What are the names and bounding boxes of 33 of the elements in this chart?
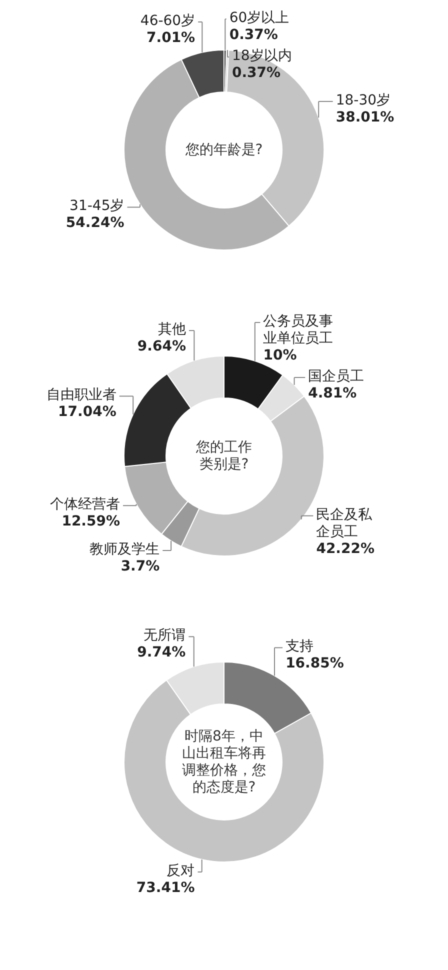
slice-label: 18-30岁 — [336, 92, 391, 108]
slice-label: 反对 — [166, 862, 195, 879]
data-label: 4.81% — [308, 385, 357, 402]
slice-label: 自由职业者 — [46, 387, 116, 404]
slice-label: 无所谓 — [144, 628, 186, 644]
text: 您的年龄是? — [184, 142, 263, 158]
data-label: 9.74% — [137, 644, 186, 661]
slice-label: 46-60岁 — [140, 12, 196, 29]
data-label: 0.37% — [229, 27, 278, 44]
slice-label: 18岁以内 — [232, 48, 292, 64]
data-label: 16.85% — [286, 656, 344, 672]
text: 时隔8年，中山出租车将再调整价格，您的态度是? — [182, 728, 266, 796]
slice-label: 民企及私企员工 — [316, 506, 374, 540]
data-label: 38.01% — [336, 109, 394, 126]
data-label: 12.59% — [62, 514, 120, 530]
data-label: 73.41% — [136, 880, 195, 896]
slice-label: 60岁以上 — [229, 10, 290, 26]
slice-label: 公务员及事业单位员工 — [263, 313, 334, 346]
text: 您的工作类别是? — [195, 440, 252, 472]
slice-label: 个体经营者 — [50, 496, 120, 513]
slice-label: 教师及学生 — [90, 542, 160, 558]
slice-label: 支持 — [286, 638, 314, 655]
slice-label: 31-45岁 — [70, 198, 124, 214]
slice-label: 国企员工 — [308, 368, 364, 384]
data-label: 42.22% — [316, 540, 375, 557]
data-label: 10% — [263, 347, 297, 364]
data-label: 0.37% — [232, 65, 281, 82]
data-label: 54.24% — [66, 215, 124, 232]
slice-label: 其他 — [158, 322, 186, 338]
data-label: 17.04% — [58, 404, 116, 420]
data-label: 9.64% — [137, 338, 186, 355]
data-label: 3.7% — [120, 558, 160, 574]
data-label: 7.01% — [146, 30, 196, 46]
